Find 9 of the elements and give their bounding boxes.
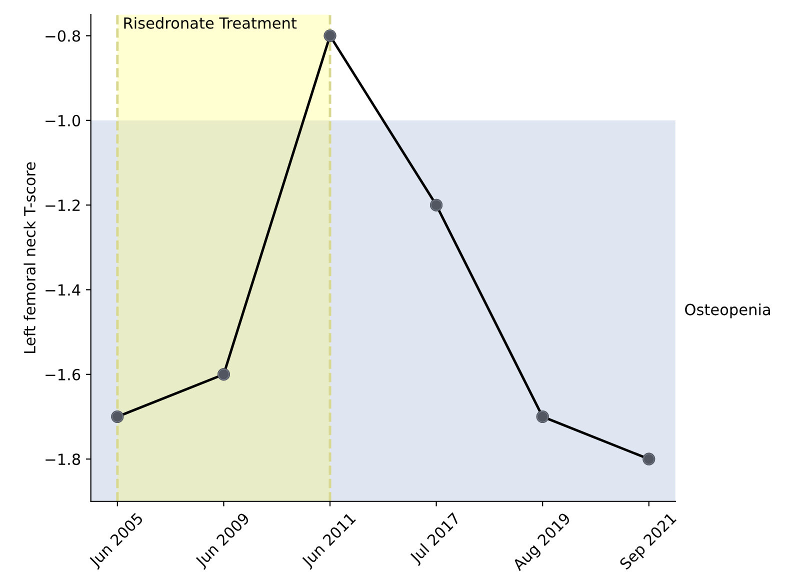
y-tick-label: −0.8 [46,30,80,42]
y-tick-label: −1.2 [46,200,80,211]
y-tick-label: −1.0 [46,114,80,126]
y-tick-label: −1.4 [46,284,80,296]
y-axis-title: Left femoral neck T-score [24,162,36,353]
band-label: Risedronate Treatment [124,17,297,29]
y-tick-label: −1.6 [46,368,80,380]
band-label: Osteopenia [685,304,770,318]
y-tick-label: −1.8 [46,454,80,466]
